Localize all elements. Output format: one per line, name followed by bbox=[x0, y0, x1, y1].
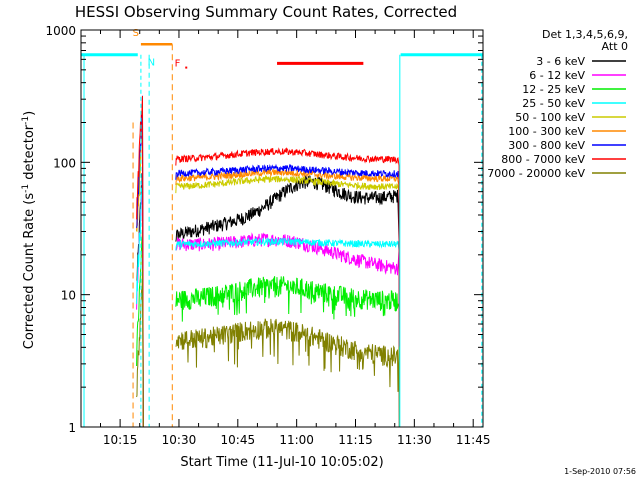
legend-label: 300 - 800 keV bbox=[508, 139, 585, 152]
legend-label: 12 - 25 keV bbox=[522, 83, 585, 96]
y-axis-label-part1: Corrected Count Rate (s bbox=[22, 193, 37, 350]
footer-timestamp: 1-Sep-2010 07:56 bbox=[564, 467, 636, 476]
series-line bbox=[175, 147, 400, 428]
x-tick-label: 11:30 bbox=[397, 433, 432, 447]
x-tick-label: 11:45 bbox=[456, 433, 491, 447]
series-line bbox=[175, 318, 400, 428]
legend-label: 800 - 7000 keV bbox=[501, 153, 585, 166]
y-axis-label-sup1: -1 bbox=[21, 184, 31, 193]
series-lines bbox=[136, 95, 400, 428]
legend-label: 25 - 50 keV bbox=[522, 97, 585, 110]
y-axis-label-part3: ) bbox=[22, 111, 37, 116]
series-line bbox=[175, 232, 400, 428]
legend-label: 3 - 6 keV bbox=[536, 55, 585, 68]
series-line bbox=[175, 175, 400, 428]
x-axis-label: Start Time (11-Jul-10 10:05:02) bbox=[180, 455, 383, 470]
y-tick-label: 100 bbox=[53, 156, 76, 170]
legend-title-line1: Det 1,3,4,5,6,9, bbox=[542, 28, 628, 41]
x-tick-label: 10:45 bbox=[221, 433, 256, 447]
y-axis-label-sup2: -1 bbox=[21, 116, 31, 125]
series-line bbox=[136, 270, 144, 428]
x-tick-label: 11:00 bbox=[279, 433, 314, 447]
legend-title-line2: Att 0 bbox=[602, 40, 628, 53]
x-axis-ticks: 10:15 10:30 10:45 11:00 11:15 11:30 11:45 bbox=[99, 30, 491, 447]
y-axis-ticks: 1 10 100 1000 bbox=[45, 24, 483, 435]
y-tick-label: 1000 bbox=[45, 24, 76, 38]
series-line bbox=[175, 163, 400, 428]
series-line bbox=[136, 96, 144, 428]
observing-flags: S N F bbox=[81, 28, 483, 427]
n-flag-label: N bbox=[148, 57, 155, 68]
f-flag-dot bbox=[185, 66, 188, 69]
series-line bbox=[175, 236, 400, 428]
series-line bbox=[175, 174, 400, 428]
y-axis-label-part2: detector bbox=[22, 124, 37, 184]
y-tick-label: 1 bbox=[68, 421, 76, 435]
y-tick-label: 10 bbox=[61, 289, 76, 303]
series-line bbox=[136, 231, 144, 428]
s-flag-label: S bbox=[133, 28, 139, 39]
f-flag-label: F bbox=[175, 58, 181, 69]
legend-label: 7000 - 20000 keV bbox=[487, 167, 585, 180]
legend-label: 100 - 300 keV bbox=[508, 125, 585, 138]
series-line bbox=[175, 276, 400, 428]
series-line bbox=[136, 95, 144, 428]
y-axis-label: Corrected Count Rate (s-1 detector-1) bbox=[21, 111, 37, 349]
series-line bbox=[136, 173, 144, 428]
x-tick-label: 10:30 bbox=[162, 433, 197, 447]
plot-frame bbox=[80, 29, 484, 428]
legend-label: 6 - 12 keV bbox=[529, 69, 585, 82]
x-tick-label: 11:15 bbox=[338, 433, 373, 447]
x-tick-label: 10:15 bbox=[103, 433, 138, 447]
chart-title: HESSI Observing Summary Count Rates, Cor… bbox=[75, 3, 457, 21]
legend-label: 50 - 100 keV bbox=[515, 111, 585, 124]
